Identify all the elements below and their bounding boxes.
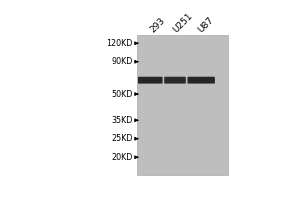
Text: 35KD: 35KD <box>112 116 133 125</box>
FancyBboxPatch shape <box>138 77 163 84</box>
Bar <box>137 35 228 175</box>
Text: 20KD: 20KD <box>112 153 133 162</box>
Text: 90KD: 90KD <box>112 57 133 66</box>
Text: U251: U251 <box>171 12 194 35</box>
FancyBboxPatch shape <box>189 79 214 83</box>
FancyBboxPatch shape <box>164 77 186 84</box>
FancyBboxPatch shape <box>189 76 214 79</box>
Text: 293: 293 <box>148 16 167 35</box>
FancyBboxPatch shape <box>139 76 161 79</box>
Text: U87: U87 <box>197 16 216 35</box>
FancyBboxPatch shape <box>165 76 185 79</box>
Text: 120KD: 120KD <box>106 39 133 48</box>
Text: 25KD: 25KD <box>111 134 133 143</box>
Text: 50KD: 50KD <box>112 90 133 99</box>
FancyBboxPatch shape <box>188 77 215 84</box>
FancyBboxPatch shape <box>165 79 185 83</box>
FancyBboxPatch shape <box>139 79 161 83</box>
